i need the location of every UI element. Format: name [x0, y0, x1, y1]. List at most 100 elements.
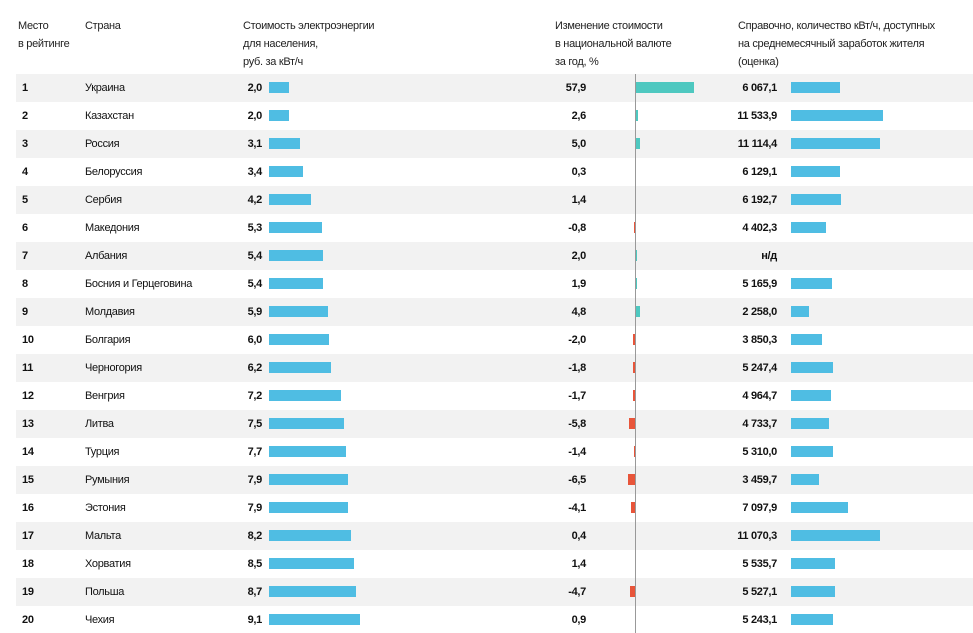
country-cell: Литва — [85, 418, 114, 430]
change-value: -5,8 — [568, 418, 586, 430]
change-value: 1,9 — [571, 278, 587, 290]
price-bar — [269, 362, 331, 373]
kwh-value: 6 192,7 — [742, 194, 777, 206]
table-row: 8 Босния и Герцеговина 5,4 1,9 5 165,9 — [16, 270, 973, 298]
table-row: 9 Молдавия 5,9 4,8 2 258,0 — [16, 298, 973, 326]
table-row: 3 Россия 3,1 5,0 11 114,4 — [16, 130, 973, 158]
kwh-bar — [791, 306, 810, 317]
change-bar-negative — [634, 222, 636, 233]
price-value: 2,0 — [247, 110, 263, 122]
header-line: Изменение стоимости — [555, 20, 663, 32]
table-row: 6 Македония 5,3 -0,8 4 402,3 — [16, 214, 973, 242]
price-bar — [269, 250, 323, 261]
header-line: на среднемесячный заработок жителя — [738, 38, 925, 50]
price-bar — [269, 418, 344, 429]
change-bar-negative — [633, 446, 635, 457]
table-row: 14 Турция 7,7 -1,4 5 310,0 — [16, 438, 973, 466]
kwh-value: 5 165,9 — [742, 278, 777, 290]
kwh-value: 4 402,3 — [742, 222, 777, 234]
kwh-bar — [791, 138, 880, 149]
kwh-value: н/д — [761, 250, 777, 262]
header-change: Изменение стоимости в национальной валют… — [555, 17, 672, 71]
kwh-bar — [791, 530, 880, 541]
price-value: 5,3 — [247, 222, 263, 234]
header-line: в национальной валюте — [555, 38, 672, 50]
country-cell: Черногория — [85, 362, 142, 374]
change-value: 2,0 — [571, 250, 587, 262]
price-value: 8,5 — [247, 558, 263, 570]
kwh-value: 6 067,1 — [742, 82, 777, 94]
price-value: 7,2 — [247, 390, 263, 402]
country-cell: Венгрия — [85, 390, 125, 402]
kwh-bar — [791, 586, 836, 597]
price-value: 7,9 — [247, 502, 263, 514]
change-bar-negative — [628, 474, 635, 485]
rank-cell: 18 — [22, 558, 34, 570]
kwh-bar — [791, 502, 848, 513]
table-row: 17 Мальта 8,2 0,4 11 070,3 — [16, 522, 973, 550]
price-value: 5,9 — [247, 306, 263, 318]
country-cell: Турция — [85, 446, 120, 458]
kwh-value: 3 459,7 — [742, 474, 777, 486]
change-value: -6,5 — [568, 474, 586, 486]
change-bar-positive — [635, 138, 641, 149]
header-line: Место — [18, 20, 49, 32]
price-bar — [269, 306, 328, 317]
header-country: Страна — [85, 17, 121, 35]
table-row: 1 Украина 2,0 57,9 6 067,1 — [16, 74, 973, 102]
table-row: 19 Польша 8,7 -4,7 5 527,1 — [16, 578, 973, 606]
header-rank: Место в рейтинге — [18, 17, 70, 53]
country-cell: Казахстан — [85, 110, 134, 122]
price-value: 8,7 — [247, 586, 263, 598]
change-value: -4,7 — [568, 586, 586, 598]
change-value: -1,8 — [568, 362, 586, 374]
change-value: -4,1 — [568, 502, 586, 514]
kwh-bar — [791, 474, 819, 485]
kwh-bar — [791, 614, 833, 625]
price-bar — [269, 222, 322, 233]
rank-cell: 13 — [22, 418, 34, 430]
price-value: 9,1 — [247, 614, 263, 626]
kwh-value: 11 533,9 — [737, 110, 777, 122]
rank-cell: 19 — [22, 586, 34, 598]
header-line: в рейтинге — [18, 38, 70, 50]
header-line: для населения, — [243, 38, 318, 50]
country-cell: Белоруссия — [85, 166, 143, 178]
price-bar — [269, 614, 360, 625]
kwh-bar — [791, 334, 822, 345]
rank-cell: 6 — [22, 222, 28, 234]
kwh-value: 3 850,3 — [742, 334, 777, 346]
kwh-value: 4 733,7 — [742, 418, 777, 430]
change-bar-positive — [635, 82, 695, 93]
kwh-value: 5 535,7 — [742, 558, 777, 570]
table-row: 4 Белоруссия 3,4 0,3 6 129,1 — [16, 158, 973, 186]
rank-cell: 2 — [22, 110, 28, 122]
table-row: 18 Хорватия 8,5 1,4 5 535,7 — [16, 550, 973, 578]
country-cell: Македония — [85, 222, 140, 234]
rank-cell: 12 — [22, 390, 34, 402]
header-kwh: Справочно, количество кВт/ч, доступных н… — [738, 17, 935, 71]
price-value: 2,0 — [247, 82, 263, 94]
price-bar — [269, 82, 289, 93]
rank-cell: 10 — [22, 334, 34, 346]
kwh-value: 5 247,4 — [742, 362, 777, 374]
kwh-bar — [791, 558, 836, 569]
table-row: 20 Чехия 9,1 0,9 5 243,1 — [16, 606, 973, 633]
rank-cell: 17 — [22, 530, 34, 542]
change-bar-negative — [633, 362, 635, 373]
price-value: 7,5 — [247, 418, 263, 430]
rank-cell: 9 — [22, 306, 28, 318]
rank-cell: 5 — [22, 194, 28, 206]
table-row: 2 Казахстан 2,0 2,6 11 533,9 — [16, 102, 973, 130]
country-cell: Россия — [85, 138, 120, 150]
price-bar — [269, 334, 329, 345]
country-cell: Сербия — [85, 194, 122, 206]
price-value: 3,4 — [247, 166, 263, 178]
country-cell: Румыния — [85, 474, 130, 486]
country-cell: Чехия — [85, 614, 115, 626]
rank-cell: 7 — [22, 250, 28, 262]
change-value: -2,0 — [568, 334, 586, 346]
country-cell: Хорватия — [85, 558, 131, 570]
kwh-bar — [791, 166, 841, 177]
